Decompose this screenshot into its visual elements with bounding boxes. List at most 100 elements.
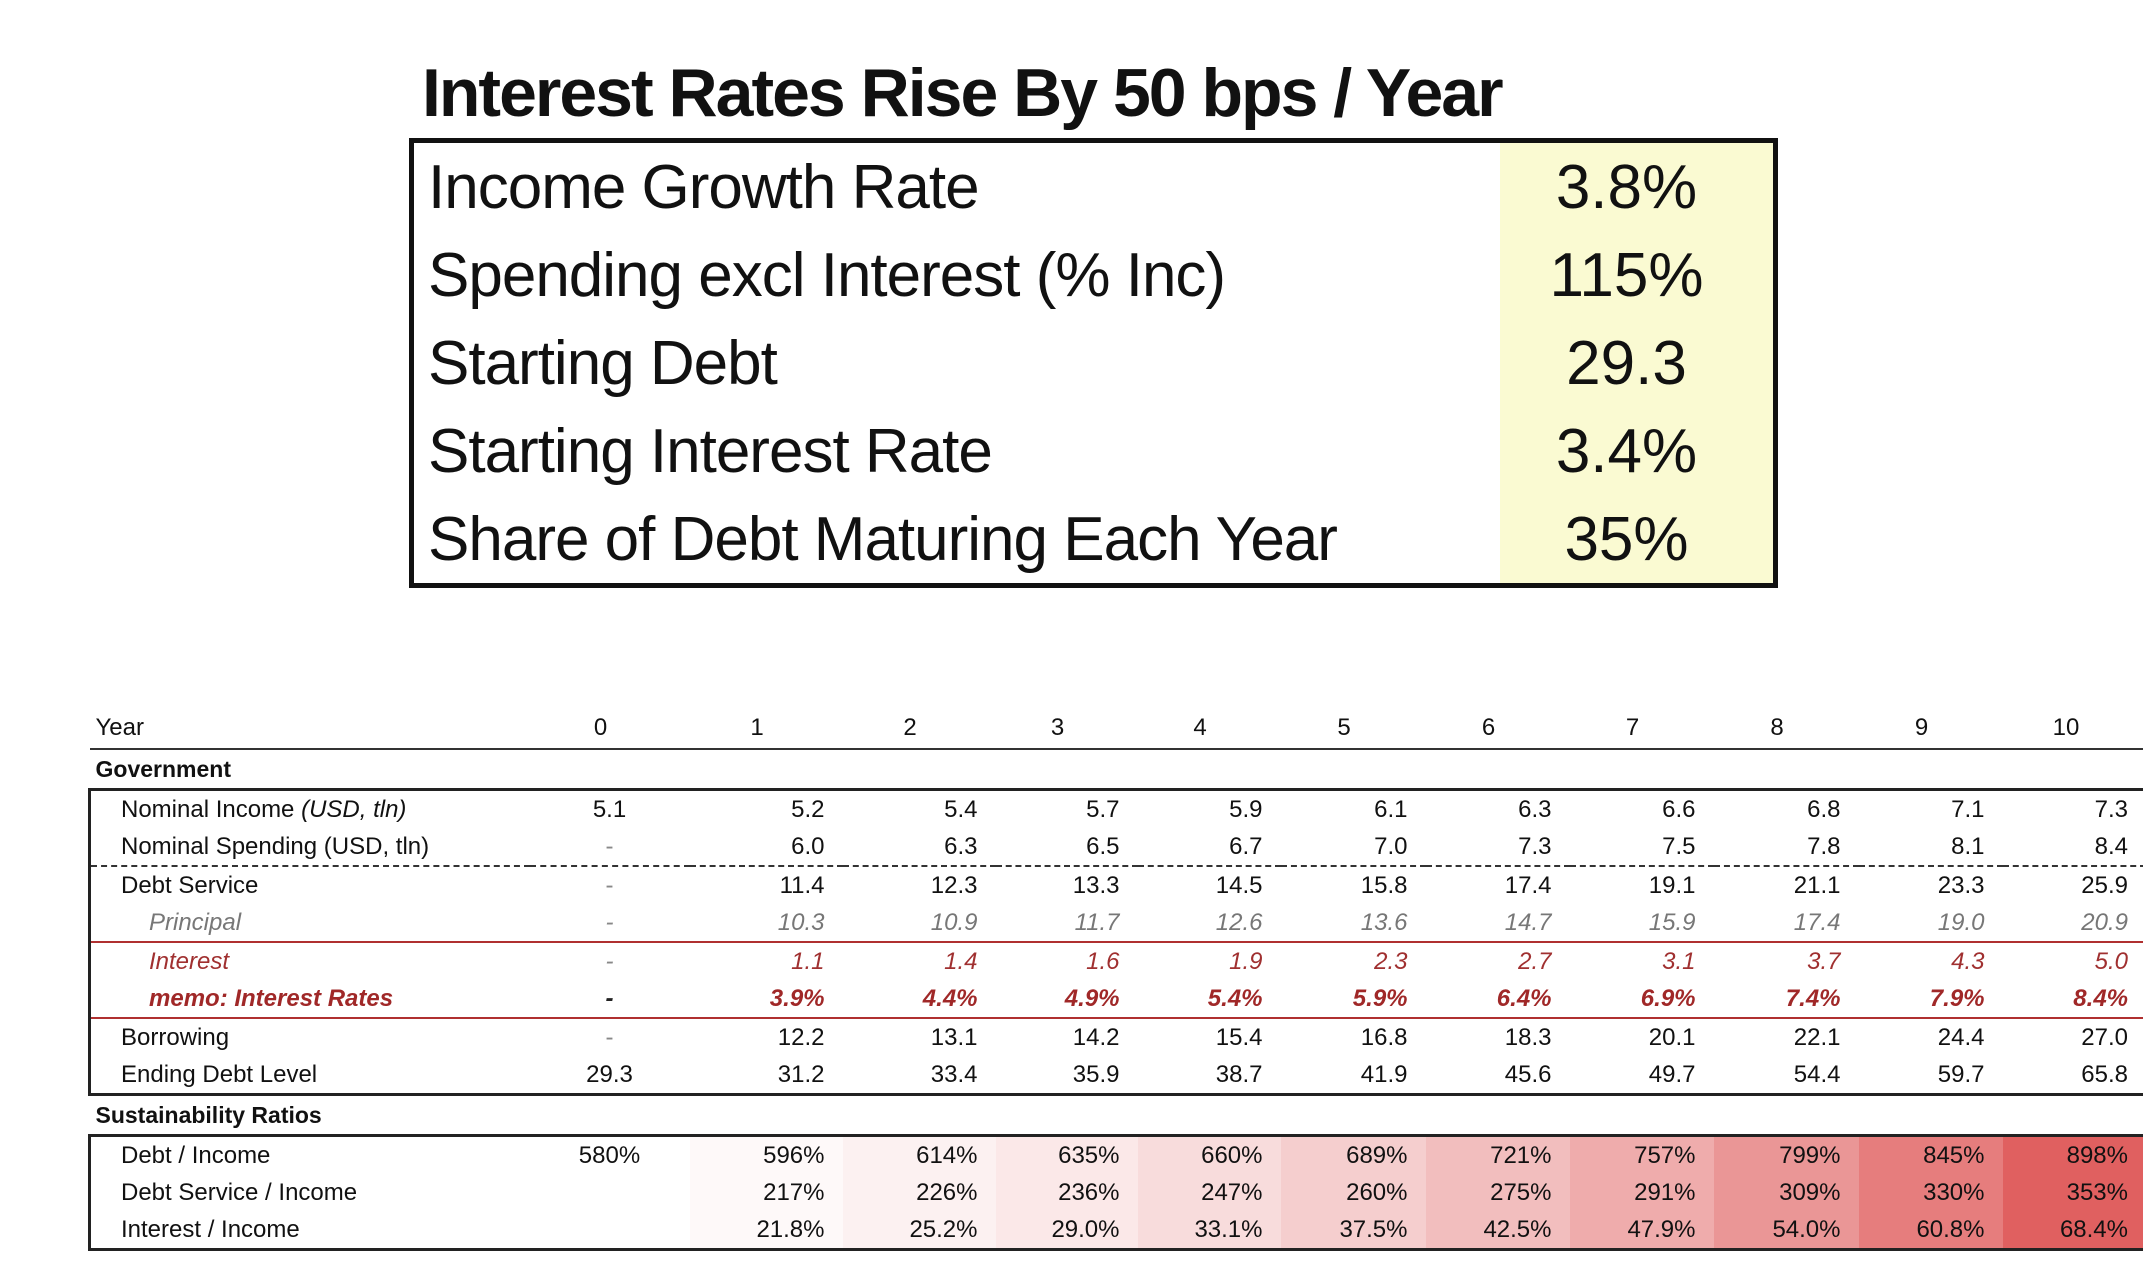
value-cell: 6.7 (1137, 828, 1281, 867)
ratio-cell: 330% (1858, 1174, 2003, 1211)
value-cell: 19.0 (1937, 908, 1985, 936)
value-cell: 11.4 (779, 871, 825, 899)
value-cell: 59.7 (1858, 1056, 2003, 1096)
interest-row: Interest -1.1 1.4 1.6 1.9 2.3 2.7 3.1 3.7 4.3 5.0 (88, 941, 2143, 980)
value-cell: - (529, 941, 690, 980)
value-cell: 14.2 (1072, 1023, 1120, 1051)
value-cell: 15.9 (1648, 908, 1696, 936)
row-label: Debt Service (88, 866, 530, 904)
assumption-row-income-growth: Income Growth Rate 3.8% (414, 143, 1773, 231)
value-cell: 35.9 (995, 1056, 1138, 1096)
value-cell: 15.4 (1215, 1023, 1263, 1051)
value-cell: 16.8 (1360, 1023, 1408, 1051)
value-cell: 5.9% (1280, 980, 1426, 1019)
borrowing-row: Borrowing - 12.2 13.1 14.2 15.4 16.8 18.3 20.1 22… (88, 1018, 2143, 1056)
ratio-cell: 29.0% (995, 1211, 1138, 1251)
year-header-cell: 0 (529, 708, 690, 750)
value-cell: 18.3 (1504, 1023, 1552, 1051)
value-cell: 11.7 (1074, 908, 1120, 936)
interest-rates-row: memo: Interest Rates -3.9% 4.4% 4.9% 5.4% 5.9… (88, 980, 2143, 1019)
year-header-cell: 4 (1137, 708, 1281, 750)
value-cell: 1.4 (842, 941, 996, 980)
assumption-value-input[interactable]: 35% (1500, 495, 1773, 583)
value-cell: 7.0 (1280, 828, 1426, 867)
year-header-cell: 1 (689, 708, 843, 750)
row-label: Nominal Income (USD, tln) (88, 788, 530, 828)
value-cell: 14.7 (1504, 908, 1552, 936)
value-cell: 7.9% (1858, 980, 2003, 1019)
assumption-label: Spending excl Interest (% Inc) (428, 240, 1226, 310)
value-cell: 5.4% (1137, 980, 1281, 1019)
value-cell: 12.3 (930, 871, 978, 899)
assumption-label: Income Growth Rate (428, 152, 980, 222)
value-cell: 6.1 (1280, 788, 1426, 828)
ratio-cell: 42.5% (1425, 1211, 1570, 1251)
ratio-cell: 54.0% (1713, 1211, 1859, 1251)
ratio-cell: 68.4% (2002, 1211, 2143, 1251)
ratio-cell: 247% (1137, 1174, 1281, 1211)
ratio-cell: 353% (2002, 1174, 2143, 1211)
ratio-cell: 845% (1858, 1134, 2003, 1174)
value-cell: 49.7 (1569, 1056, 1714, 1096)
value-cell: 22.1 (1793, 1023, 1841, 1051)
value-cell: 20.9 (2002, 904, 2143, 942)
value-cell: 3.7 (1713, 941, 1859, 980)
value-cell: 13.3 (1072, 871, 1120, 899)
value-cell: 6.8 (1713, 788, 1859, 828)
value-cell: 3.1 (1569, 941, 1714, 980)
sustainability-section-row: Sustainability Ratios (90, 1095, 2143, 1136)
value-cell: 1.1 (689, 941, 843, 980)
interest-income-row: Interest / Income 21.8% 25.2% 29.0% 33.1% 37.… (88, 1211, 2143, 1251)
value-cell: 8.1 (1858, 828, 2003, 867)
value-cell: 27.0 (2002, 1018, 2143, 1056)
projection-table: Year 0 1 2 3 4 5 6 7 8 9 10 Government Nominal Income… (88, 708, 2143, 1251)
value-cell: 5.7 (995, 788, 1138, 828)
value-cell: 38.7 (1137, 1056, 1281, 1096)
ending-debt-row: Ending Debt Level 29.3 31.2 33.4 35.9 38.7 41.… (88, 1056, 2143, 1096)
assumption-row-starting-rate: Starting Interest Rate 3.4% (414, 407, 1773, 495)
year-header-cell: 5 (1280, 708, 1426, 750)
value-cell: 1.6 (995, 941, 1138, 980)
row-label: Debt Service / Income (88, 1174, 530, 1211)
ratio-cell: 799% (1713, 1134, 1859, 1174)
value-cell: 7.5 (1569, 828, 1714, 867)
value-cell: 17.4 (1504, 871, 1552, 899)
year-header-cell: 6 (1425, 708, 1570, 750)
value-cell: 31.2 (689, 1056, 843, 1096)
value-cell: 5.1 (529, 788, 690, 828)
ratio-cell: 275% (1425, 1174, 1570, 1211)
ratio-cell: 37.5% (1280, 1211, 1426, 1251)
value-cell: 19.1 (1648, 871, 1696, 899)
year-label: Year (89, 708, 530, 750)
value-cell: 24.4 (1937, 1023, 1985, 1051)
value-cell: 7.3 (1425, 828, 1570, 867)
value-cell: 13.6 (1360, 908, 1408, 936)
ratio-cell: 260% (1280, 1174, 1426, 1211)
value-cell: 20.1 (1648, 1023, 1696, 1051)
nominal-income-row: Nominal Income (USD, tln) 5.1 5.2 5.4 5.7 5.9… (88, 788, 2143, 828)
assumption-value-input[interactable]: 29.3 (1500, 319, 1773, 407)
year-header-cell: 10 (2002, 708, 2143, 750)
value-cell: 3.9% (689, 980, 843, 1019)
assumption-value-input[interactable]: 115% (1500, 231, 1773, 319)
principal-row: Principal - 10.3 10.9 11.7 12.6 13.6 14.7 15.9 17… (88, 904, 2143, 942)
ratio-cell: 635% (995, 1134, 1138, 1174)
assumption-value-input[interactable]: 3.8% (1500, 143, 1773, 231)
value-cell: 6.0 (689, 828, 843, 867)
value-cell: 4.9% (995, 980, 1138, 1019)
value-cell: - (605, 871, 614, 899)
assumption-value-input[interactable]: 3.4% (1500, 407, 1773, 495)
ratio-cell: 580% (529, 1134, 690, 1174)
government-section-row: Government (90, 749, 2143, 790)
value-cell: 2.3 (1280, 941, 1426, 980)
value-cell: 7.3 (2002, 788, 2143, 828)
assumptions-panel: Income Growth Rate 3.8% Spending excl In… (409, 138, 1778, 588)
ratio-cell: 309% (1713, 1174, 1859, 1211)
assumption-label: Starting Interest Rate (428, 416, 993, 486)
year-header-cell: 9 (1858, 708, 2003, 750)
value-cell: 14.5 (1215, 871, 1263, 899)
value-cell: 7.8 (1713, 828, 1859, 867)
value-cell: 5.4 (842, 788, 996, 828)
value-cell: - (605, 1023, 614, 1051)
value-cell: 6.4% (1425, 980, 1570, 1019)
